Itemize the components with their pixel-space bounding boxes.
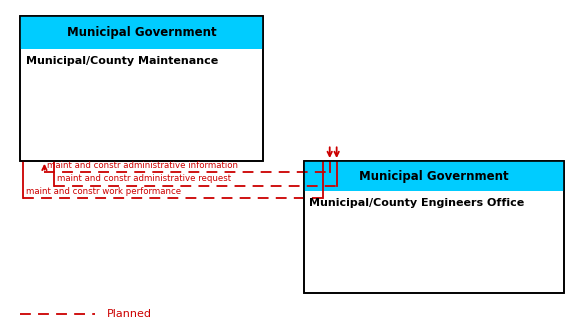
Text: Planned: Planned (107, 309, 152, 319)
Text: Municipal Government: Municipal Government (67, 26, 216, 39)
Text: maint and constr administrative request: maint and constr administrative request (57, 174, 231, 183)
Text: Municipal/County Maintenance: Municipal/County Maintenance (26, 56, 218, 66)
Bar (304, 161, 564, 293)
Text: Municipal Government: Municipal Government (359, 170, 509, 183)
Bar (20, 16, 263, 161)
Bar (20, 16, 263, 49)
Bar (304, 161, 564, 293)
Text: maint and constr work performance: maint and constr work performance (26, 187, 181, 196)
Text: maint and constr administrative information: maint and constr administrative informat… (47, 161, 239, 170)
Bar (304, 161, 564, 191)
Text: Municipal/County Engineers Office: Municipal/County Engineers Office (309, 198, 524, 208)
Bar (20, 16, 263, 161)
